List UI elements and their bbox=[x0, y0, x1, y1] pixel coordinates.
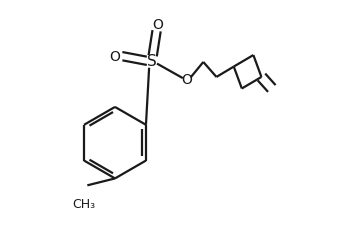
Text: S: S bbox=[147, 54, 157, 69]
Text: O: O bbox=[181, 73, 192, 87]
Text: CH₃: CH₃ bbox=[72, 197, 95, 210]
Text: O: O bbox=[109, 50, 120, 64]
Text: O: O bbox=[152, 18, 163, 32]
